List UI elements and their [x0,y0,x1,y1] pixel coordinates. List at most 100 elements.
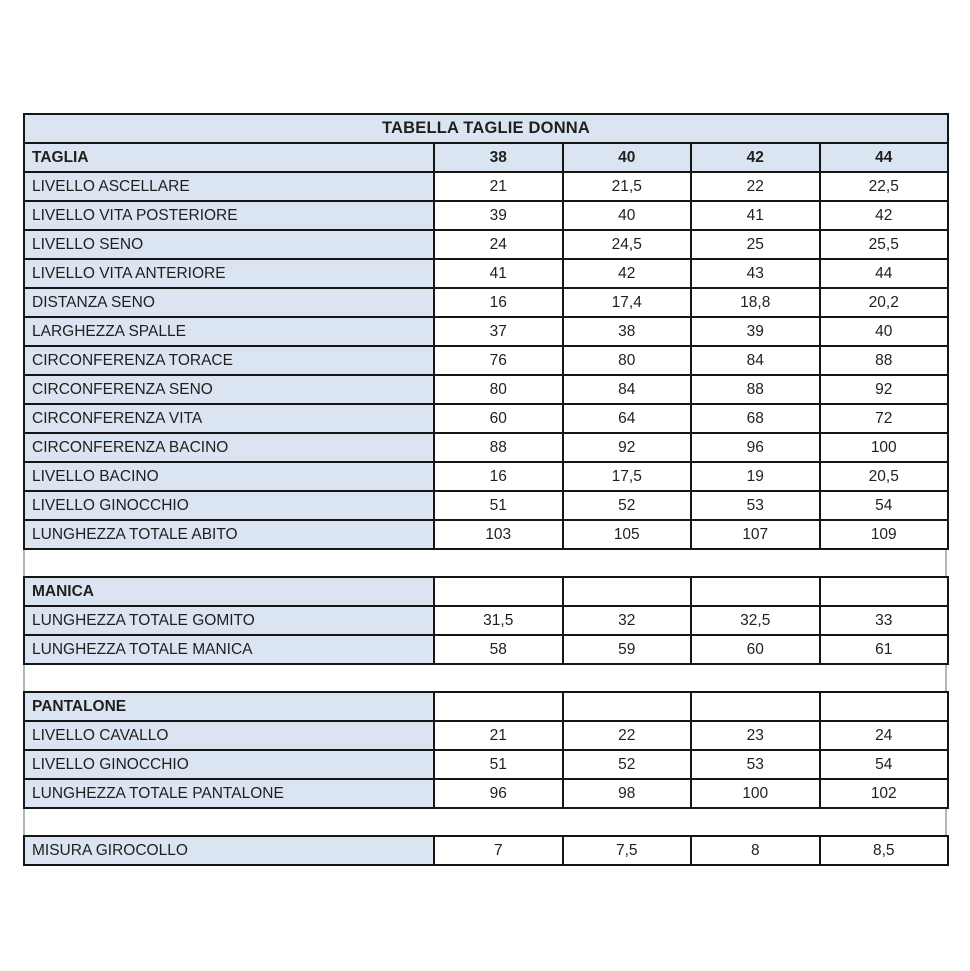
cell-value: 20,2 [818,287,950,318]
cell-value: 24,5 [561,229,692,260]
table-row: LIVELLO ASCELLARE 21 21,5 22 22,5 [23,171,950,202]
cell-value: 31,5 [433,605,564,636]
size-header-row: TAGLIA 38 40 42 44 [23,142,950,173]
row-label: LARGHEZZA SPALLE [23,316,435,347]
table-row: LARGHEZZA SPALLE 37 38 39 40 [23,316,950,347]
size-column-40: 40 [561,142,692,173]
cell-value: 33 [818,605,949,636]
table-row: MISURA GIROCOLLO 7 7,5 8 8,5 [23,835,949,866]
cell-value: 107 [690,519,821,550]
table-row: LIVELLO GINOCCHIO 51 52 53 54 [23,490,950,521]
cell-value: 53 [690,490,821,521]
cell-value: 100 [690,778,821,809]
row-label: LIVELLO SENO [23,229,435,260]
row-label: CIRCONFERENZA BACINO [23,432,435,463]
table-row: LUNGHEZZA TOTALE ABITO 103 105 107 109 [23,519,950,550]
row-label: CIRCONFERENZA VITA [23,403,435,434]
cell-value: 22 [561,720,692,751]
girocollo-table: MISURA GIROCOLLO 7 7,5 8 8,5 [23,835,949,866]
cell-value: 16 [433,461,564,492]
main-size-table: TABELLA TAGLIE DONNA TAGLIA 38 40 42 44 … [22,113,950,550]
row-label: LUNGHEZZA TOTALE ABITO [23,519,435,550]
cell-value: 76 [433,345,564,376]
row-label: LIVELLO CAVALLO [23,720,435,751]
table-row: LIVELLO VITA ANTERIORE 41 42 43 44 [23,258,950,289]
row-label: CIRCONFERENZA TORACE [23,345,435,376]
cell-value: 52 [561,490,692,521]
cell-value: 39 [433,200,564,231]
cell-value: 51 [433,749,564,780]
cell-value: 60 [433,403,564,434]
cell-value: 92 [818,374,950,405]
cell-value: 51 [433,490,564,521]
cell-value: 54 [818,490,950,521]
cell-value: 24 [818,720,949,751]
cell-value: 18,8 [690,287,821,318]
cell-value: 40 [561,200,692,231]
cell-value: 41 [690,200,821,231]
cell-value: 68 [690,403,821,434]
cell-value: 17,4 [561,287,692,318]
manica-table: MANICA LUNGHEZZA TOTALE GOMITO 31,5 32 3… [23,576,949,665]
cell-value: 92 [561,432,692,463]
section-header-row: PANTALONE [23,691,949,722]
cell-value: 44 [818,258,950,289]
cell-value: 8,5 [818,835,949,866]
empty-cell [690,691,821,722]
cell-value: 38 [561,316,692,347]
cell-value: 37 [433,316,564,347]
cell-value: 21,5 [561,171,692,202]
cell-value: 88 [818,345,950,376]
row-label: CIRCONFERENZA SENO [23,374,435,405]
cell-value: 7,5 [561,835,692,866]
table-row: DISTANZA SENO 16 17,4 18,8 20,2 [23,287,950,318]
cell-value: 25 [690,229,821,260]
cell-value: 58 [433,634,564,665]
cell-value: 16 [433,287,564,318]
cell-value: 84 [561,374,692,405]
cell-value: 103 [433,519,564,550]
cell-value: 98 [561,778,692,809]
cell-value: 22 [690,171,821,202]
empty-cell [561,576,692,607]
row-label: LIVELLO GINOCCHIO [23,749,435,780]
row-label: LIVELLO VITA ANTERIORE [23,258,435,289]
size-column-44: 44 [818,142,950,173]
cell-value: 23 [690,720,821,751]
size-column-38: 38 [433,142,564,173]
cell-value: 84 [690,345,821,376]
table-row: CIRCONFERENZA TORACE 76 80 84 88 [23,345,950,376]
cell-value: 53 [690,749,821,780]
size-chart-sheet: TABELLA TAGLIE DONNA TAGLIA 38 40 42 44 … [22,113,950,866]
section-gap [23,550,947,576]
cell-value: 52 [561,749,692,780]
cell-value: 61 [818,634,949,665]
cell-value: 88 [690,374,821,405]
table-title: TABELLA TAGLIE DONNA [22,113,950,144]
empty-cell [433,576,564,607]
cell-value: 96 [433,778,564,809]
cell-value: 42 [561,258,692,289]
cell-value: 80 [433,374,564,405]
cell-value: 43 [690,258,821,289]
cell-value: 32 [561,605,692,636]
cell-value: 19 [690,461,821,492]
cell-value: 102 [818,778,949,809]
cell-value: 8 [690,835,821,866]
empty-cell [433,691,564,722]
table-row: LUNGHEZZA TOTALE GOMITO 31,5 32 32,5 33 [23,605,949,636]
table-row: LIVELLO GINOCCHIO 51 52 53 54 [23,749,949,780]
empty-cell [818,691,949,722]
cell-value: 72 [818,403,950,434]
cell-value: 60 [690,634,821,665]
row-label: DISTANZA SENO [23,287,435,318]
cell-value: 109 [818,519,950,550]
table-row: LIVELLO VITA POSTERIORE 39 40 41 42 [23,200,950,231]
cell-value: 21 [433,171,564,202]
table-row: CIRCONFERENZA BACINO 88 92 96 100 [23,432,950,463]
table-title-row: TABELLA TAGLIE DONNA [22,113,950,144]
row-label: LIVELLO BACINO [23,461,435,492]
cell-value: 39 [690,316,821,347]
cell-value: 100 [818,432,950,463]
table-row: LIVELLO CAVALLO 21 22 23 24 [23,720,949,751]
